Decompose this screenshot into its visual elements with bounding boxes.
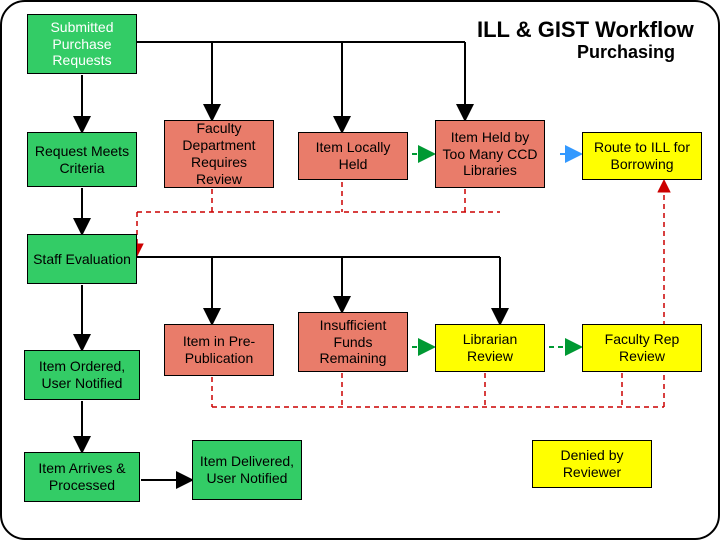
node-routeill: Route to ILL for Borrowing — [582, 132, 702, 180]
diagram-subtitle: Purchasing — [577, 42, 675, 63]
node-facrep: Faculty Rep Review — [582, 324, 702, 372]
node-ordered: Item Ordered, User Notified — [24, 350, 140, 400]
node-insuf: Insufficient Funds Remaining — [298, 312, 408, 372]
node-meets: Request Meets Criteria — [27, 132, 137, 187]
node-staffeval: Staff Evaluation — [27, 234, 137, 284]
node-local: Item Locally Held — [298, 132, 408, 180]
node-delivered: Item Delivered, User Notified — [192, 440, 302, 500]
node-arrives: Item Arrives & Processed — [24, 452, 140, 502]
node-denied: Denied by Reviewer — [532, 440, 652, 488]
node-faculty: Faculty Department Requires Review — [164, 120, 274, 188]
node-prepub: Item in Pre-Publication — [164, 324, 274, 376]
node-librev: Librarian Review — [435, 324, 545, 372]
diagram-title: ILL & GIST Workflow — [477, 17, 694, 43]
node-submitted: Submitted Purchase Requests — [27, 14, 137, 74]
node-toomany: Item Held by Too Many CCD Libraries — [435, 120, 545, 188]
